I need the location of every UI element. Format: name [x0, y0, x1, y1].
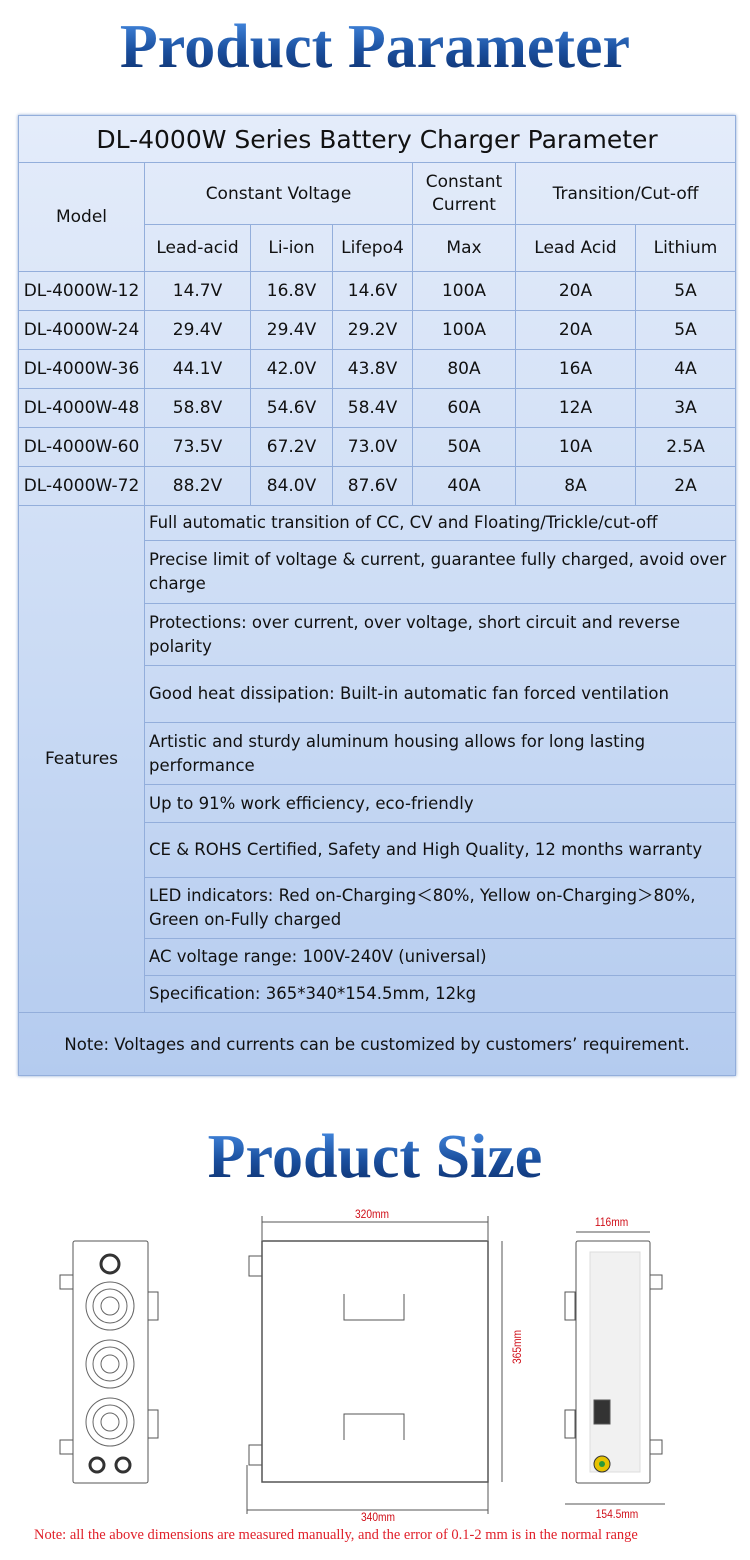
table-cell: 16A [515, 349, 636, 389]
table-cell: 20A [515, 271, 636, 311]
table-cell: 80A [412, 349, 516, 389]
subheader: Lifepo4 [332, 224, 413, 272]
table-cell: 87.6V [332, 466, 413, 506]
table-cell: 73.0V [332, 427, 413, 467]
feature-item: AC voltage range: 100V-240V (universal) [143, 938, 737, 976]
feature-item: Good heat dissipation: Built-in automati… [143, 665, 737, 723]
table-cell: 73.5V [144, 427, 251, 467]
table-cell: 29.4V [250, 310, 333, 350]
subheader: Li-ion [250, 224, 333, 272]
table-cell: 42.0V [250, 349, 333, 389]
rear-view-drawing [564, 1231, 665, 1505]
header-model: Model [18, 162, 145, 272]
table-cell: 16.8V [250, 271, 333, 311]
table-cell: 5A [634, 310, 737, 350]
table-cell: 3A [634, 388, 737, 428]
table-cell: 2.5A [634, 427, 737, 467]
table-row: DL-4000W-72 88.2V 84.0V 87.6V 40A 8A 2A [18, 466, 737, 506]
table-cell: 54.6V [250, 388, 333, 428]
subheader: Lithium [634, 224, 737, 272]
table-cell: 5A [634, 271, 737, 311]
dim-bottom-width: 340mm [361, 1510, 396, 1524]
table-cell: 40A [412, 466, 516, 506]
feature-item: Up to 91% work efficiency, eco-friendly [143, 784, 737, 823]
dim-side-bottom: 154.5mm [595, 1507, 639, 1521]
table-cell: 88.2V [144, 466, 251, 506]
feature-item: Artistic and sturdy aluminum housing all… [143, 722, 737, 785]
front-view-drawing [59, 1240, 159, 1484]
table-row: DL-4000W-12 14.7V 16.8V 14.6V 100A 20A 5A [18, 271, 737, 311]
dimension-drawings [59, 1216, 665, 1514]
dim-height: 365mm [510, 1329, 525, 1365]
table-cell: 58.4V [332, 388, 413, 428]
table-row: DL-4000W-48 58.8V 54.6V 58.4V 60A 12A 3A [18, 388, 737, 428]
model-cell: DL-4000W-72 [18, 466, 145, 506]
table-cell: 4A [634, 349, 737, 389]
model-cell: DL-4000W-12 [18, 271, 145, 311]
table-cell: 14.7V [144, 271, 251, 311]
table-cell: 12A [515, 388, 636, 428]
header-transition: Transition/Cut-off [514, 162, 737, 225]
feature-item: LED indicators: Red on-Charging＜80%, Yel… [143, 877, 737, 939]
features-label: Features [18, 505, 145, 1013]
table-title: DL-4000W Series Battery Charger Paramete… [17, 115, 737, 163]
table-cell: 10A [515, 427, 636, 467]
product-size-title: Product Size [0, 1126, 750, 1188]
subheader: Lead-acid [144, 224, 251, 272]
side-view-drawing [246, 1216, 503, 1514]
table-cell: 8A [515, 466, 636, 506]
table-row: DL-4000W-60 73.5V 67.2V 73.0V 50A 10A 2.5A [18, 427, 737, 467]
model-cell: DL-4000W-48 [18, 388, 145, 428]
feature-item: Specification: 365*340*154.5mm, 12kg [143, 975, 737, 1013]
subheader: Max [412, 224, 516, 272]
feature-item: Full automatic transition of CC, CV and … [143, 505, 737, 541]
table-cell: 60A [412, 388, 516, 428]
feature-item: Protections: over current, over voltage,… [143, 603, 737, 666]
parameter-table: DL-4000W Series Battery Charger Paramete… [17, 115, 737, 1076]
table-cell: 100A [412, 271, 516, 311]
table-cell: 14.6V [332, 271, 413, 311]
table-cell: 29.2V [332, 310, 413, 350]
table-row: DL-4000W-36 44.1V 42.0V 43.8V 80A 16A 4A [18, 349, 737, 389]
model-cell: DL-4000W-36 [18, 349, 145, 389]
table-cell: 43.8V [332, 349, 413, 389]
table-cell: 67.2V [250, 427, 333, 467]
table-cell: 20A [515, 310, 636, 350]
model-cell: DL-4000W-24 [18, 310, 145, 350]
table-cell: 2A [634, 466, 737, 506]
subheader: Lead Acid [515, 224, 636, 272]
feature-item: Precise limit of voltage & current, guar… [143, 540, 737, 604]
header-constant-current: Constant Current [412, 162, 516, 225]
table-cell: 44.1V [144, 349, 251, 389]
dim-top-width: 320mm [355, 1207, 390, 1221]
dim-side-top: 116mm [594, 1215, 629, 1229]
table-cell: 100A [412, 310, 516, 350]
table-cell: 29.4V [144, 310, 251, 350]
dimension-footnote: Note: all the above dimensions are measu… [34, 1527, 638, 1543]
table-cell: 58.8V [144, 388, 251, 428]
table-note: Note: Voltages and currents can be custo… [17, 1012, 737, 1076]
feature-item: CE & ROHS Certified, Safety and High Qua… [143, 822, 737, 878]
model-cell: DL-4000W-60 [18, 427, 145, 467]
header-constant-voltage: Constant Voltage [144, 162, 413, 225]
table-cell: 50A [412, 427, 516, 467]
product-parameter-title: Product Parameter [0, 16, 750, 78]
table-cell: 84.0V [250, 466, 333, 506]
table-row: DL-4000W-24 29.4V 29.4V 29.2V 100A 20A 5A [18, 310, 737, 350]
